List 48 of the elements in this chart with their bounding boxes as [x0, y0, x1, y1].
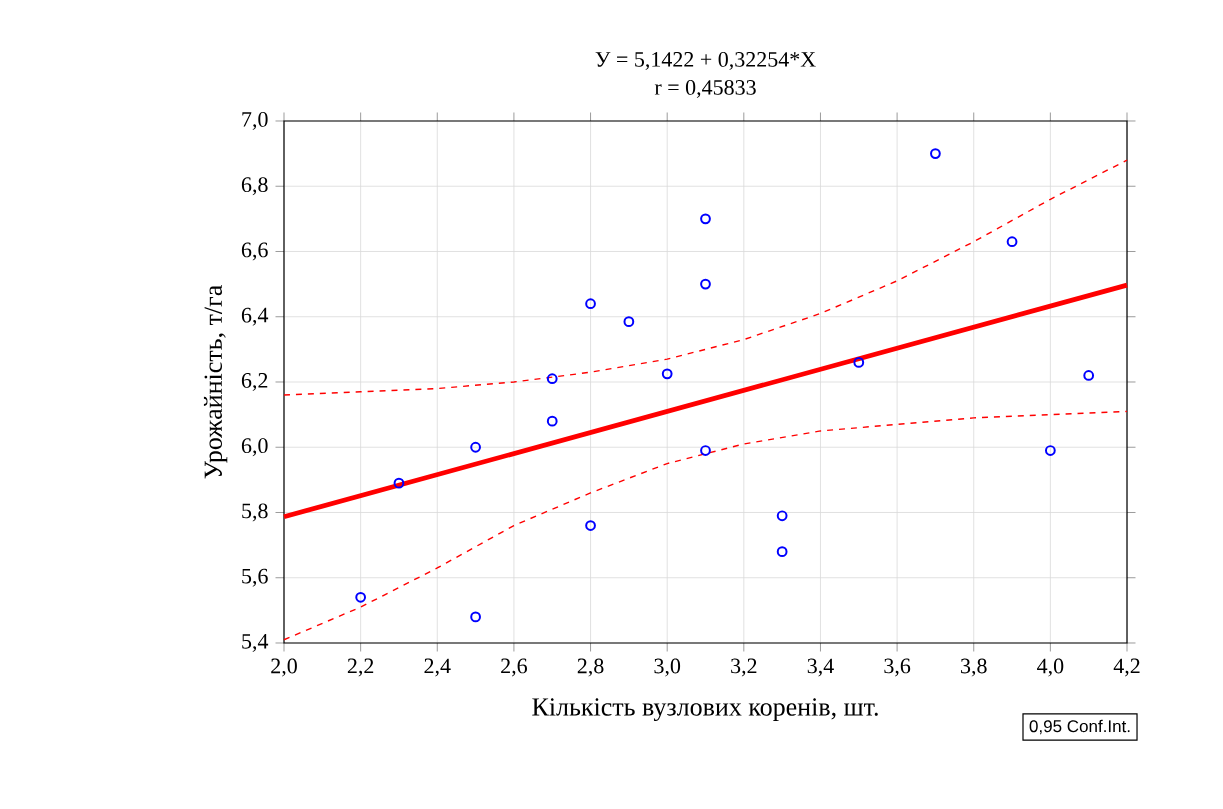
- y-tick-label: 6,4: [241, 307, 269, 326]
- y-axis-title: Урожайність, т/га: [203, 285, 228, 479]
- y-tick-label: 5,4: [242, 634, 269, 652]
- point: [470, 441, 481, 453]
- point: [853, 357, 865, 368]
- x-tick-label: 2,4: [424, 658, 451, 677]
- x-axis-title: Кількість вузлових коренів, шт.: [532, 698, 878, 722]
- point: [1044, 445, 1056, 456]
- point: [393, 477, 405, 489]
- x-tick-label: 2,6: [501, 658, 528, 677]
- point: [700, 445, 711, 456]
- point: [546, 373, 558, 385]
- x-tick-label: 3,0: [654, 658, 681, 677]
- x-tick-label: 3,4: [807, 658, 834, 677]
- x-tick-label: 3,8: [961, 658, 987, 677]
- x-tick-label: 2,8: [577, 658, 604, 677]
- y-tick-label: 6,6: [241, 242, 268, 261]
- x-tick-label: 2,0: [271, 658, 297, 677]
- point: [661, 368, 673, 380]
- y-tick-label: 5,8: [242, 503, 268, 522]
- point: [776, 546, 788, 558]
- line-series: [283, 410, 1128, 641]
- point: [776, 510, 788, 522]
- point: [1083, 370, 1095, 381]
- y-tick-label: 6,2: [241, 373, 268, 391]
- point: [1006, 236, 1018, 248]
- y-tick-label: 7,0: [242, 111, 268, 130]
- point: [623, 316, 635, 328]
- y-tick-label: 6,8: [241, 177, 268, 196]
- point: [700, 278, 711, 290]
- chart-title: У = 5,1422 + 0,32254*X: [595, 51, 816, 70]
- point: [930, 148, 941, 159]
- x-tick-label: 4,2: [1113, 658, 1140, 677]
- x-tick-label: 3,6: [884, 658, 911, 677]
- y-tick-label: 5,6: [242, 568, 268, 587]
- x-tick-label: 2,2: [347, 658, 374, 677]
- point: [546, 415, 558, 427]
- x-tick-label: 4,0: [1037, 658, 1064, 677]
- text: 0,95 Conf.Int.: [1029, 719, 1130, 735]
- y-tick-label: 6,0: [241, 438, 268, 457]
- point: [585, 298, 596, 310]
- point: [355, 591, 367, 603]
- point: [700, 213, 711, 225]
- x-tick-label: 3,2: [731, 658, 757, 677]
- point: [470, 611, 481, 623]
- chart-subtitle: r = 0,45833: [654, 79, 756, 98]
- point: [585, 520, 596, 531]
- line-series: [283, 159, 1128, 396]
